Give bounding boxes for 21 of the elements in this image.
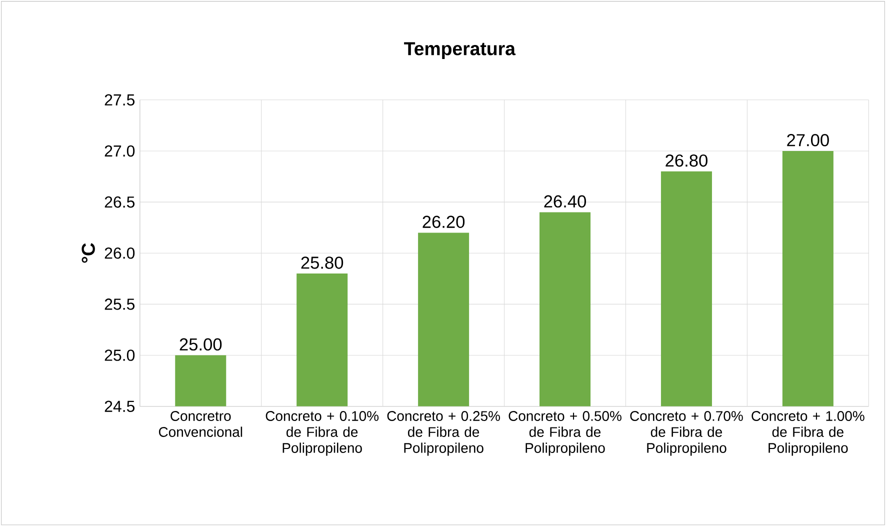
x-tick-label: Concreto + 0.10% de Fibra de Polipropileno	[266, 410, 379, 456]
y-tick-label: 27.5	[104, 94, 135, 106]
x-tick-label: Concreto + 1.00% de Fibra de Polipropileno	[752, 410, 864, 456]
y-tick-label: 26.0	[104, 247, 135, 259]
y-tick-label: 25.0	[104, 349, 135, 361]
x-tick-label: Concreto + 0.25% de Fibra de Polipropileno	[387, 410, 500, 456]
y-tick-label: 25.5	[104, 298, 135, 310]
data-label: 26.20	[422, 216, 465, 228]
data-label: 25.80	[301, 256, 344, 269]
data-label: 26.80	[666, 154, 708, 167]
y-tick-label: 26.5	[104, 196, 135, 208]
y-axis-title: °C	[82, 243, 95, 263]
y-tick-label: 27.0	[104, 145, 135, 157]
data-label: 25.00	[180, 338, 222, 350]
x-tick-label: Concretro Convencional	[158, 410, 242, 437]
data-label: 27.00	[787, 134, 829, 146]
data-label: 26.40	[544, 195, 586, 208]
y-tick-label: 24.5	[104, 400, 135, 412]
chart-title: Temperatura	[404, 42, 516, 59]
x-tick-label: Concreto + 0.50% de Fibra de Polipropileno	[508, 410, 622, 456]
x-tick-label: Concreto + 0.70% de Fibra de Polipropileno	[630, 410, 743, 456]
